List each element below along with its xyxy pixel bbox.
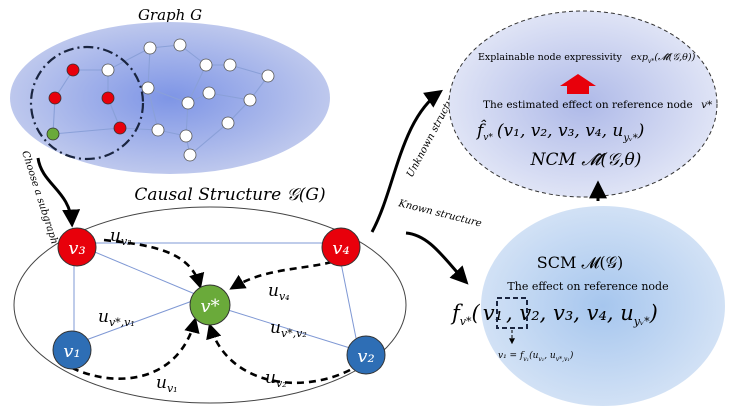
up-arrow-icon [560,74,596,94]
v1-highlight-box [496,297,528,329]
node-v2: v₂ [346,335,386,375]
label-u-vs-v2: uv*,v₂ [270,318,307,340]
graph-node-green [46,127,60,141]
label-u-v3: uv₃ [110,226,132,248]
graph-node-white [173,38,187,52]
node-v3: v₃ [57,227,97,267]
scm-ellipse [481,206,725,406]
causal-title: Causal Structure 𝒢(G) [134,185,325,205]
known-structure-arrow [405,231,469,285]
label-u-v1: uv₁ [156,373,178,395]
graph-node-red [66,63,80,77]
v1-equation: v₁ = fv₁(uv₁, uv*,v₁) [498,350,574,363]
graph-node-white [202,86,216,100]
graph-node-white [223,58,237,72]
label-u-v2: uv₂ [265,368,287,390]
graph-node-white [179,129,193,143]
unknown-structure-arrow [370,89,443,233]
graph-node-white [151,123,165,137]
estimated-formula: f̂v* (v₁, v₂, v₃, v₄, uyᵥ*) [475,120,644,144]
graph-ellipse [10,22,330,174]
edge-labels: uv₃ uv₄ uv*,v₁ uv*,v₂ uv₁ uv₂ [98,226,307,395]
graph-node-red [113,121,127,135]
graph-node-white [101,63,115,77]
node-vstar-label: v* [200,296,219,317]
node-v3-label: v₃ [68,238,85,259]
effect-label: The effect on reference node [507,280,668,293]
label-u-vs-v1: uv*,v₁ [98,307,135,329]
node-vstar: v* [189,284,231,326]
scm-text: SCM 𝓜(𝒢) [537,253,623,272]
subgraph-selection-circle [29,45,145,161]
graph-node-white [183,148,197,162]
known-structure-label: Known structure [396,198,482,230]
label-u-v4: uv₄ [268,281,290,303]
ncm-ellipse [448,10,718,198]
node-v1-label: v₁ [63,341,80,362]
graph-node-white [181,96,195,110]
graph-nodes [46,38,275,162]
graph-node-white [199,58,213,72]
graph-node-white [143,41,157,55]
estimated-effect-text: The estimated effect on reference node v… [483,99,713,111]
node-v1: v₁ [52,330,92,370]
graph-node-white [261,69,275,83]
node-v2-label: v₂ [357,346,374,367]
graph-node-white [243,93,257,107]
node-v4-label: v₄ [332,238,349,259]
graph-node-red [101,91,115,105]
graph-node-white [141,81,155,95]
ncm-text: NCM 𝓜̂(𝒢,θ) [530,150,642,170]
causal-dashed-arrows [71,238,351,385]
graph-title: Graph G [138,6,202,24]
expressivity-text: Explainable node expressivity expv*(𝓜̂(𝒢… [478,52,696,65]
graph-node-white [221,116,235,130]
choose-subgraph-arrow [36,157,81,228]
node-v4: v₄ [321,227,361,267]
graph-node-red [48,91,62,105]
